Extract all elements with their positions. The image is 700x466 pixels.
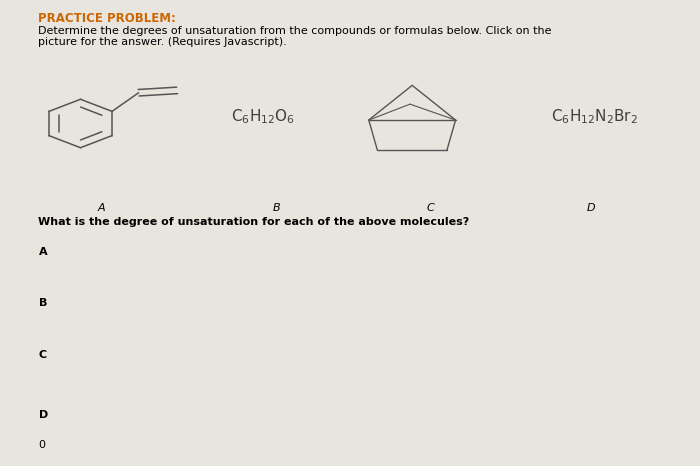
- Text: C: C: [426, 203, 435, 212]
- Text: $\mathregular{C_6H_{12}N_2Br_2}$: $\mathregular{C_6H_{12}N_2Br_2}$: [552, 107, 638, 126]
- Text: D: D: [38, 410, 48, 420]
- Text: B: B: [38, 298, 47, 308]
- Text: What is the degree of unsaturation for each of the above molecules?: What is the degree of unsaturation for e…: [38, 217, 470, 226]
- Text: A: A: [98, 203, 105, 212]
- Text: $\mathregular{C_6H_{12}O_6}$: $\mathregular{C_6H_{12}O_6}$: [230, 107, 295, 126]
- Text: A: A: [38, 247, 47, 257]
- Text: D: D: [587, 203, 596, 212]
- Text: C: C: [38, 350, 47, 359]
- Text: B: B: [273, 203, 280, 212]
- Text: 0: 0: [38, 440, 46, 450]
- Text: Determine the degrees of unsaturation from the compounds or formulas below. Clic: Determine the degrees of unsaturation fr…: [38, 26, 552, 47]
- Text: PRACTICE PROBLEM:: PRACTICE PROBLEM:: [38, 12, 176, 25]
